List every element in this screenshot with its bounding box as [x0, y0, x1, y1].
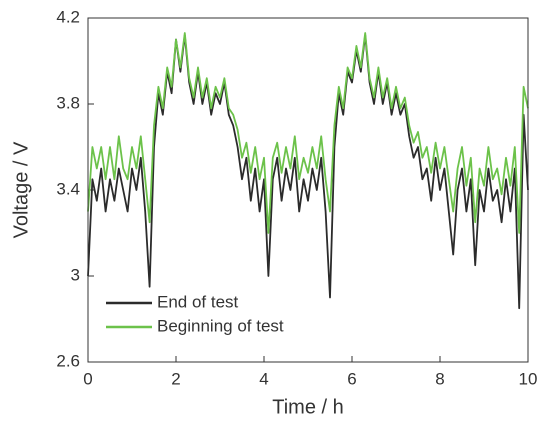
- y-axis-label: Voltage / V: [10, 141, 32, 238]
- y-tick-label: 4.2: [56, 7, 80, 26]
- y-tick-label: 3.4: [56, 179, 80, 198]
- plot-frame: [87, 17, 529, 363]
- x-tick-label: 10: [519, 369, 538, 388]
- x-tick-label: 4: [259, 369, 268, 388]
- legend-label: End of test: [157, 292, 239, 311]
- series-line: [87, 34, 529, 310]
- y-tick-label: 3: [71, 265, 80, 284]
- x-tick-label: 0: [83, 369, 92, 388]
- legend-label: Beginning of test: [157, 316, 284, 335]
- x-tick-label: 2: [171, 369, 180, 388]
- x-tick-label: 8: [435, 369, 444, 388]
- x-axis-label: Time / h: [272, 396, 344, 418]
- series-line: [87, 32, 529, 234]
- y-tick-label: 3.8: [56, 93, 80, 112]
- y-tick-label: 2.6: [56, 351, 80, 370]
- x-tick-label: 6: [347, 369, 356, 388]
